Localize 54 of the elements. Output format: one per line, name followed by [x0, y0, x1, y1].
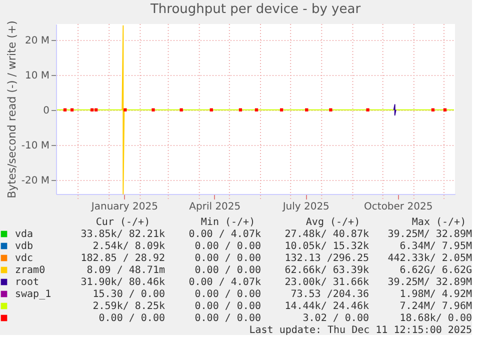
text: 0.00 / 4.07k	[188, 277, 261, 288]
chart-title: Throughput per device - by year	[149, 2, 362, 18]
text: 6.62G/ 6.62G	[400, 265, 472, 276]
y-tick-label: -20 M	[21, 175, 50, 186]
legend-label: vdc	[15, 253, 34, 264]
x-tick-label: July 2025	[282, 202, 330, 212]
text: 14.44k/ 24.46k	[284, 301, 369, 312]
text: 0.00 / 0.00	[194, 313, 261, 324]
text: 27.48k/ 40.87k	[284, 229, 369, 240]
text: Avg (-/+)	[306, 217, 360, 228]
x-tick-label: January 2025	[90, 202, 158, 212]
text: 6.34M/ 7.95M	[400, 241, 472, 252]
text: 39.25M/ 32.89M	[388, 229, 472, 240]
text: 31.90k/ 80.46k	[80, 277, 165, 288]
text: 1.98M/ 4.92M	[400, 289, 472, 300]
legend-label: root	[15, 277, 40, 288]
text: 0.00 / 0.00	[194, 253, 261, 264]
text: 2.54k/ 8.09k	[92, 241, 165, 252]
text: 182.85 / 28.92	[80, 253, 165, 264]
text: 8.09 / 48.71m	[86, 265, 165, 276]
text: 132.13 /296.25	[284, 253, 369, 264]
text: 18.68k/ 0.00	[400, 313, 472, 324]
text: 15.30 / 0.00	[92, 289, 165, 300]
text: 0.00 / 4.07k	[188, 229, 261, 240]
text: 3.02 / 0.00	[302, 313, 369, 324]
text: 39.25M/ 32.89M	[388, 277, 472, 288]
legend-label: swap_1	[15, 289, 52, 300]
text: 0.00 / 0.00	[194, 301, 261, 312]
text: 0.00 / 0.00	[194, 265, 261, 276]
text: Cur (-/+)	[96, 217, 150, 228]
y-tick-label: 10 M	[24, 70, 50, 82]
text: 33.85k/ 82.21k	[80, 229, 165, 240]
x-tick-label: October 2025	[364, 202, 433, 212]
y-axis-title: Bytes/second read (-) / write (+)	[5, 20, 18, 198]
text: 2.59k/ 8.25k	[92, 301, 165, 312]
text: 442.33k/ 2.05M	[388, 253, 472, 264]
text: 10.05k/ 15.32k	[284, 241, 369, 252]
text: 0.00 / 0.00	[194, 289, 261, 300]
legend-label: zram0	[15, 265, 46, 276]
y-tick-label: 0	[43, 105, 50, 116]
text: 73.53 /204.36	[290, 289, 369, 300]
y-tick-label: 20 M	[24, 35, 50, 46]
text: 7.24M/ 7.96M	[400, 301, 472, 312]
text: Last update: Thu Dec 11 12:15:00 2025	[249, 325, 472, 336]
y-tick-label: -10 M	[21, 140, 50, 152]
x-tick-label: April 2025	[189, 202, 241, 212]
text: 23.00k/ 31.66k	[284, 277, 369, 288]
text: 62.66k/ 63.39k	[284, 265, 369, 276]
legend-label: vda	[15, 229, 34, 240]
text: 0.00 / 0.00	[194, 241, 261, 252]
text: 0.00 / 0.00	[98, 313, 165, 324]
text: Min (-/+)	[200, 217, 256, 228]
text: Max (-/+)	[412, 217, 466, 228]
legend-label: vdb	[15, 241, 34, 252]
